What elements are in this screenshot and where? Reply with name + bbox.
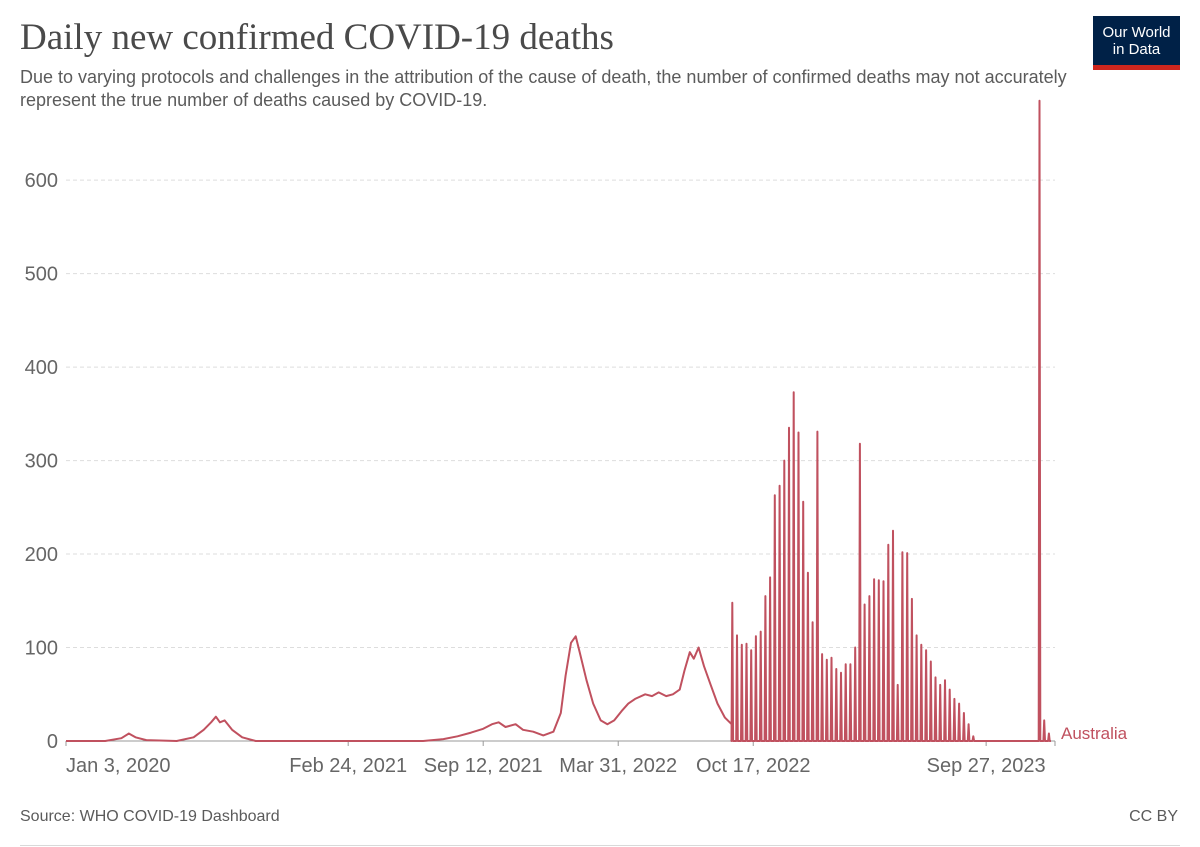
logo-accent-bar xyxy=(1093,65,1180,70)
x-tick-label: Feb 24, 2021 xyxy=(289,755,407,777)
x-tick-label: Sep 27, 2023 xyxy=(927,755,1046,777)
x-tick-label: Mar 31, 2022 xyxy=(559,755,677,777)
logo-line-2: in Data xyxy=(1112,41,1161,59)
chart-title: Daily new confirmed COVID-19 deaths xyxy=(20,17,614,58)
axis-layer: 0 100 200 300 400 500 600 Jan 3, 2020 Feb 24, 20… xyxy=(25,170,1056,777)
chart-plot: 0 100 200 300 400 500 600 Jan 3, 2020 Feb 24, 20… xyxy=(25,99,1128,777)
y-tick-label: 300 xyxy=(25,451,58,473)
x-tick-label: Sep 12, 2021 xyxy=(424,755,543,777)
chart-subtitle: Due to varying protocols and challenges … xyxy=(20,67,1067,111)
series-label-australia: Australia xyxy=(1061,724,1128,743)
bottom-divider xyxy=(20,845,1180,846)
owid-logo[interactable]: Our World in Data xyxy=(1093,16,1180,70)
x-tick-label: Jan 3, 2020 xyxy=(66,755,171,777)
y-tick-label: 500 xyxy=(25,264,58,286)
y-tick-label: 0 xyxy=(47,731,58,753)
source-note[interactable]: Source: WHO COVID-19 Dashboard xyxy=(20,808,280,825)
logo-line-1: Our World xyxy=(1102,24,1171,41)
label-layer: Australia xyxy=(1061,724,1128,743)
y-tick-label: 400 xyxy=(25,357,58,379)
y-tick-label: 200 xyxy=(25,544,58,566)
series-line-australia xyxy=(66,99,1051,742)
x-tick-label: Oct 17, 2022 xyxy=(696,755,811,777)
license-link[interactable]: CC BY xyxy=(1129,808,1178,825)
grid-layer xyxy=(66,179,1055,649)
series-layer xyxy=(66,99,1051,742)
y-tick-label: 600 xyxy=(25,170,58,192)
y-tick-label: 100 xyxy=(25,638,58,660)
